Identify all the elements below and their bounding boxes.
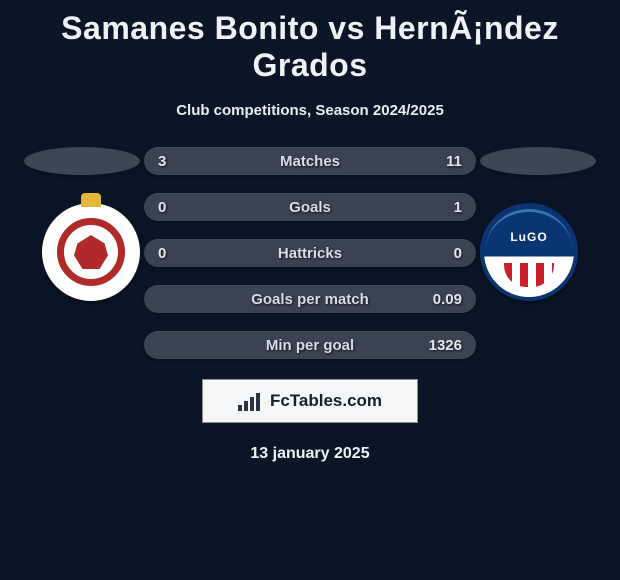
arc-icon <box>486 209 572 249</box>
stat-row-min-per-goal: Min per goal 1326 <box>144 331 476 359</box>
stripes-icon <box>504 263 554 287</box>
left-club-ring-icon <box>57 218 125 286</box>
lion-icon <box>74 235 108 269</box>
stat-left-value: 0 <box>158 199 192 216</box>
comparison-card: Samanes Bonito vs HernÃ¡ndez Grados Club… <box>0 0 620 463</box>
date-text: 13 january 2025 <box>0 445 620 463</box>
left-side <box>20 147 140 301</box>
right-club-badge: LuGO <box>480 203 578 301</box>
stat-right-value: 11 <box>428 153 462 170</box>
stat-left-value: 0 <box>158 245 192 262</box>
stat-label: Matches <box>192 153 428 170</box>
stat-label: Goals <box>192 199 428 216</box>
stat-label: Min per goal <box>192 337 428 354</box>
stat-right-value: 1 <box>428 199 462 216</box>
stat-right-value: 1326 <box>428 337 462 354</box>
brand-badge: FcTables.com <box>202 379 418 423</box>
stat-left-value: 3 <box>158 153 192 170</box>
stat-row-goals-per-match: Goals per match 0.09 <box>144 285 476 313</box>
stat-right-value: 0 <box>428 245 462 262</box>
bar-chart-icon <box>238 391 264 411</box>
stat-row-hattricks: 0 Hattricks 0 <box>144 239 476 267</box>
stat-row-matches: 3 Matches 11 <box>144 147 476 175</box>
left-club-badge <box>42 203 140 301</box>
left-player-ellipse <box>24 147 140 175</box>
stat-row-goals: 0 Goals 1 <box>144 193 476 221</box>
right-side: LuGO <box>480 147 600 301</box>
brand-text: FcTables.com <box>270 391 382 411</box>
stat-label: Goals per match <box>192 291 428 308</box>
main-row: 3 Matches 11 0 Goals 1 0 Hattricks 0 Goa… <box>0 147 620 359</box>
page-title: Samanes Bonito vs HernÃ¡ndez Grados <box>0 10 620 84</box>
stat-bars: 3 Matches 11 0 Goals 1 0 Hattricks 0 Goa… <box>140 147 480 359</box>
right-player-ellipse <box>480 147 596 175</box>
subtitle: Club competitions, Season 2024/2025 <box>0 102 620 119</box>
stat-label: Hattricks <box>192 245 428 262</box>
stat-right-value: 0.09 <box>428 291 462 308</box>
